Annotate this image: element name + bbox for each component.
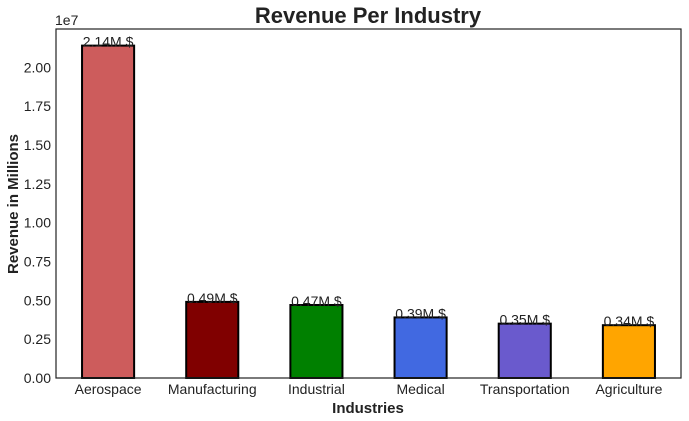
- data-label-aerospace: 2.14M $: [83, 34, 134, 50]
- x-axis-label: Industries: [332, 400, 404, 417]
- data-label-agriculture: 0.34M $: [604, 313, 655, 329]
- y-tick-label: 0.25: [24, 331, 51, 347]
- y-tick-label: 2.00: [24, 59, 51, 75]
- plot-frame: [55, 28, 682, 379]
- bars-group: [81, 44, 656, 380]
- x-tick-label-industrial: Industrial: [288, 381, 345, 397]
- bar-medical: [393, 316, 448, 380]
- data-label-manufacturing: 0.49M $: [187, 290, 238, 306]
- data-labels-group: 2.14M $ 0.49M $ 0.47M $ 0.39M $ 0.35M $ 0.34M…: [83, 34, 655, 330]
- y-tick-label: 0.75: [24, 254, 51, 270]
- bar-transportation: [497, 322, 552, 380]
- x-tick-label-manufacturing: Manufacturing: [168, 381, 257, 397]
- x-tick-label-medical: Medical: [396, 381, 444, 397]
- y-tick-label: 1.00: [24, 215, 51, 231]
- x-axis-ticks: Aerospace Manufacturing Industrial Medical T…: [75, 381, 663, 397]
- y-axis-ticks: 0.00 0.25 0.50 0.75 1.00 1.25 1.50 1.75 2.00: [24, 59, 51, 386]
- y-tick-label: 1.50: [24, 137, 51, 153]
- x-tick-label-transportation: Transportation: [480, 381, 570, 397]
- x-tick-label-aerospace: Aerospace: [75, 381, 142, 397]
- bar-manufacturing: [185, 300, 240, 379]
- data-label-transportation: 0.35M $: [499, 312, 550, 328]
- y-tick-label: 0.50: [24, 292, 51, 308]
- y-axis-offset-label: 1e7: [55, 12, 79, 28]
- chart-title: Revenue Per Industry: [255, 3, 482, 28]
- y-axis-label: Revenue in Millions: [5, 134, 22, 274]
- bar-aerospace: [81, 44, 136, 379]
- x-tick-label-agriculture: Agriculture: [595, 381, 662, 397]
- y-tick-label: 0.00: [24, 370, 51, 386]
- bar-agriculture: [601, 324, 656, 379]
- y-tick-label: 1.25: [24, 176, 51, 192]
- data-label-medical: 0.39M $: [395, 305, 446, 321]
- y-tick-label: 1.75: [24, 98, 51, 114]
- data-label-industrial: 0.47M $: [291, 293, 342, 309]
- bar-industrial: [289, 304, 344, 380]
